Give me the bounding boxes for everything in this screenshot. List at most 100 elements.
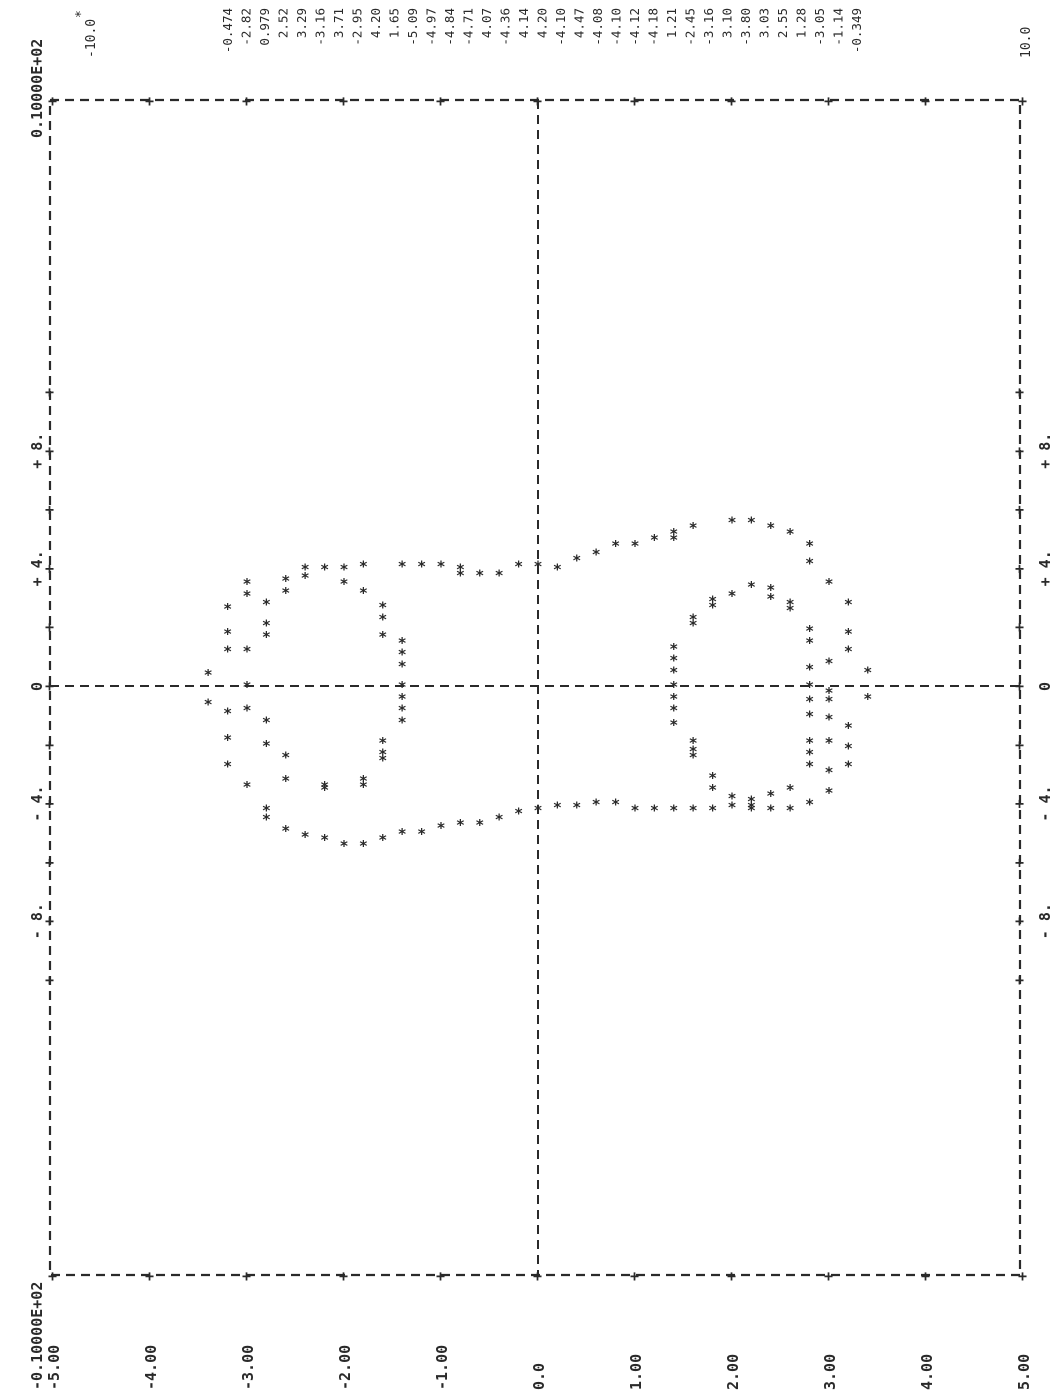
y-tick-mark: + bbox=[1015, 677, 1024, 695]
data-point: * bbox=[805, 622, 814, 640]
data-point: * bbox=[359, 778, 368, 796]
value-column-entry: -0.474 bbox=[220, 8, 235, 53]
data-point: * bbox=[766, 802, 775, 820]
y-axis-mark-left: + 8. bbox=[28, 433, 46, 469]
data-point: * bbox=[378, 610, 387, 628]
x-tick-label: 0.0 bbox=[530, 1363, 548, 1390]
data-point: * bbox=[223, 705, 232, 723]
value-column-entry: -4.08 bbox=[590, 8, 605, 46]
x-tick-mark: + bbox=[339, 92, 348, 110]
data-point: * bbox=[805, 693, 814, 711]
range-min-marker: * bbox=[74, 10, 89, 18]
y-axis-marks: - 8.- 4.0+ 4.+ 8.- 8.- 4.0+ 4.+ 8.+ ++ ++ +… bbox=[28, 383, 1054, 989]
x-tick-mark: + bbox=[339, 1267, 348, 1285]
data-point: * bbox=[669, 640, 678, 658]
value-column-entry: 2.55 bbox=[775, 8, 790, 38]
data-point: * bbox=[863, 690, 872, 708]
value-column-entry: 1.21 bbox=[664, 8, 679, 38]
data-point: * bbox=[650, 802, 659, 820]
value-column-entry: -4.12 bbox=[627, 8, 642, 46]
data-point: * bbox=[398, 646, 407, 664]
data-point: * bbox=[805, 746, 814, 764]
x-tick-mark: + bbox=[824, 92, 833, 110]
value-column-entry: -4.97 bbox=[424, 8, 439, 46]
value-column: -0.474 -2.82 0.979 2.52 3.29 -3.16 3.71 -2.95 4.… bbox=[220, 8, 864, 53]
data-point: * bbox=[242, 575, 251, 593]
data-point: * bbox=[805, 660, 814, 678]
data-point: * bbox=[727, 799, 736, 817]
value-column-entry: 4.20 bbox=[368, 8, 383, 38]
data-point: * bbox=[689, 743, 698, 761]
data-point: * bbox=[456, 560, 465, 578]
value-column-entry: -2.95 bbox=[350, 8, 365, 46]
value-column-entry: -2.45 bbox=[683, 8, 698, 46]
data-point: * bbox=[708, 769, 717, 787]
y-axis-mark-left: - 8. bbox=[28, 903, 46, 939]
data-point: * bbox=[669, 802, 678, 820]
x-tick-mark: + bbox=[727, 1267, 736, 1285]
x-tick-mark: + bbox=[48, 1267, 57, 1285]
data-point: * bbox=[669, 531, 678, 549]
data-point: * bbox=[398, 558, 407, 576]
y-tick-mark: + bbox=[45, 736, 54, 754]
x-tick-mark: + bbox=[1018, 92, 1027, 110]
x-tick-mark: + bbox=[436, 1267, 445, 1285]
data-point: * bbox=[863, 663, 872, 681]
data-point: * bbox=[378, 734, 387, 752]
y-axis-mark-right: + 8. bbox=[1036, 433, 1054, 469]
x-tick-label: -2.00 bbox=[336, 1345, 354, 1390]
value-column-entry: -4.84 bbox=[442, 8, 457, 46]
value-column-entry: -3.05 bbox=[812, 8, 827, 46]
data-point: * bbox=[669, 678, 678, 696]
x-tick-label: 5.00 bbox=[1015, 1354, 1033, 1390]
data-point: * bbox=[689, 802, 698, 820]
y-tick-mark: + bbox=[45, 383, 54, 401]
value-column-entry: 4.14 bbox=[516, 8, 531, 38]
data-point: * bbox=[398, 634, 407, 652]
data-point: * bbox=[766, 787, 775, 805]
data-point: * bbox=[359, 558, 368, 576]
value-column-entry: -0.349 bbox=[849, 8, 864, 53]
data-point: * bbox=[281, 772, 290, 790]
value-column-entry: 0.979 bbox=[257, 8, 272, 46]
value-column-entry: 3.29 bbox=[294, 8, 309, 38]
data-point: * bbox=[281, 749, 290, 767]
x-tick-mark: + bbox=[242, 1267, 251, 1285]
value-column-entry: 4.20 bbox=[535, 8, 550, 38]
data-point: * bbox=[824, 684, 833, 702]
data-point: * bbox=[301, 569, 310, 587]
data-point: * bbox=[844, 625, 853, 643]
data-point: * bbox=[204, 666, 213, 684]
data-point: * bbox=[844, 757, 853, 775]
data-point: * bbox=[223, 600, 232, 618]
data-point: * bbox=[630, 802, 639, 820]
value-column-entry: -3.16 bbox=[701, 8, 716, 46]
data-point: * bbox=[824, 655, 833, 673]
data-point: * bbox=[514, 804, 523, 822]
y-tick-mark: + bbox=[1015, 736, 1024, 754]
data-point: * bbox=[262, 737, 271, 755]
data-point: * bbox=[824, 710, 833, 728]
data-point: * bbox=[747, 802, 756, 820]
data-point: * bbox=[844, 643, 853, 661]
data-point: * bbox=[223, 731, 232, 749]
data-point: * bbox=[378, 752, 387, 770]
data-point: * bbox=[766, 581, 775, 599]
value-column-entry: 2.52 bbox=[276, 8, 291, 38]
plot-frame bbox=[48, 98, 1022, 1277]
data-point: * bbox=[766, 519, 775, 537]
data-point: * bbox=[281, 572, 290, 590]
value-column-entry: -3.80 bbox=[738, 8, 753, 46]
data-point: * bbox=[475, 816, 484, 834]
data-point: * bbox=[398, 702, 407, 720]
value-column-entry: -4.10 bbox=[609, 8, 624, 46]
x-tick-mark: + bbox=[630, 1267, 639, 1285]
data-point: * bbox=[824, 575, 833, 593]
y-axis-mark-right: - 4. bbox=[1036, 785, 1054, 821]
range-max-label: 10.0 bbox=[1019, 27, 1034, 58]
data-point: * bbox=[514, 558, 523, 576]
data-point: * bbox=[689, 749, 698, 767]
value-column-entry: 1.28 bbox=[794, 8, 809, 38]
data-point: * bbox=[359, 837, 368, 855]
